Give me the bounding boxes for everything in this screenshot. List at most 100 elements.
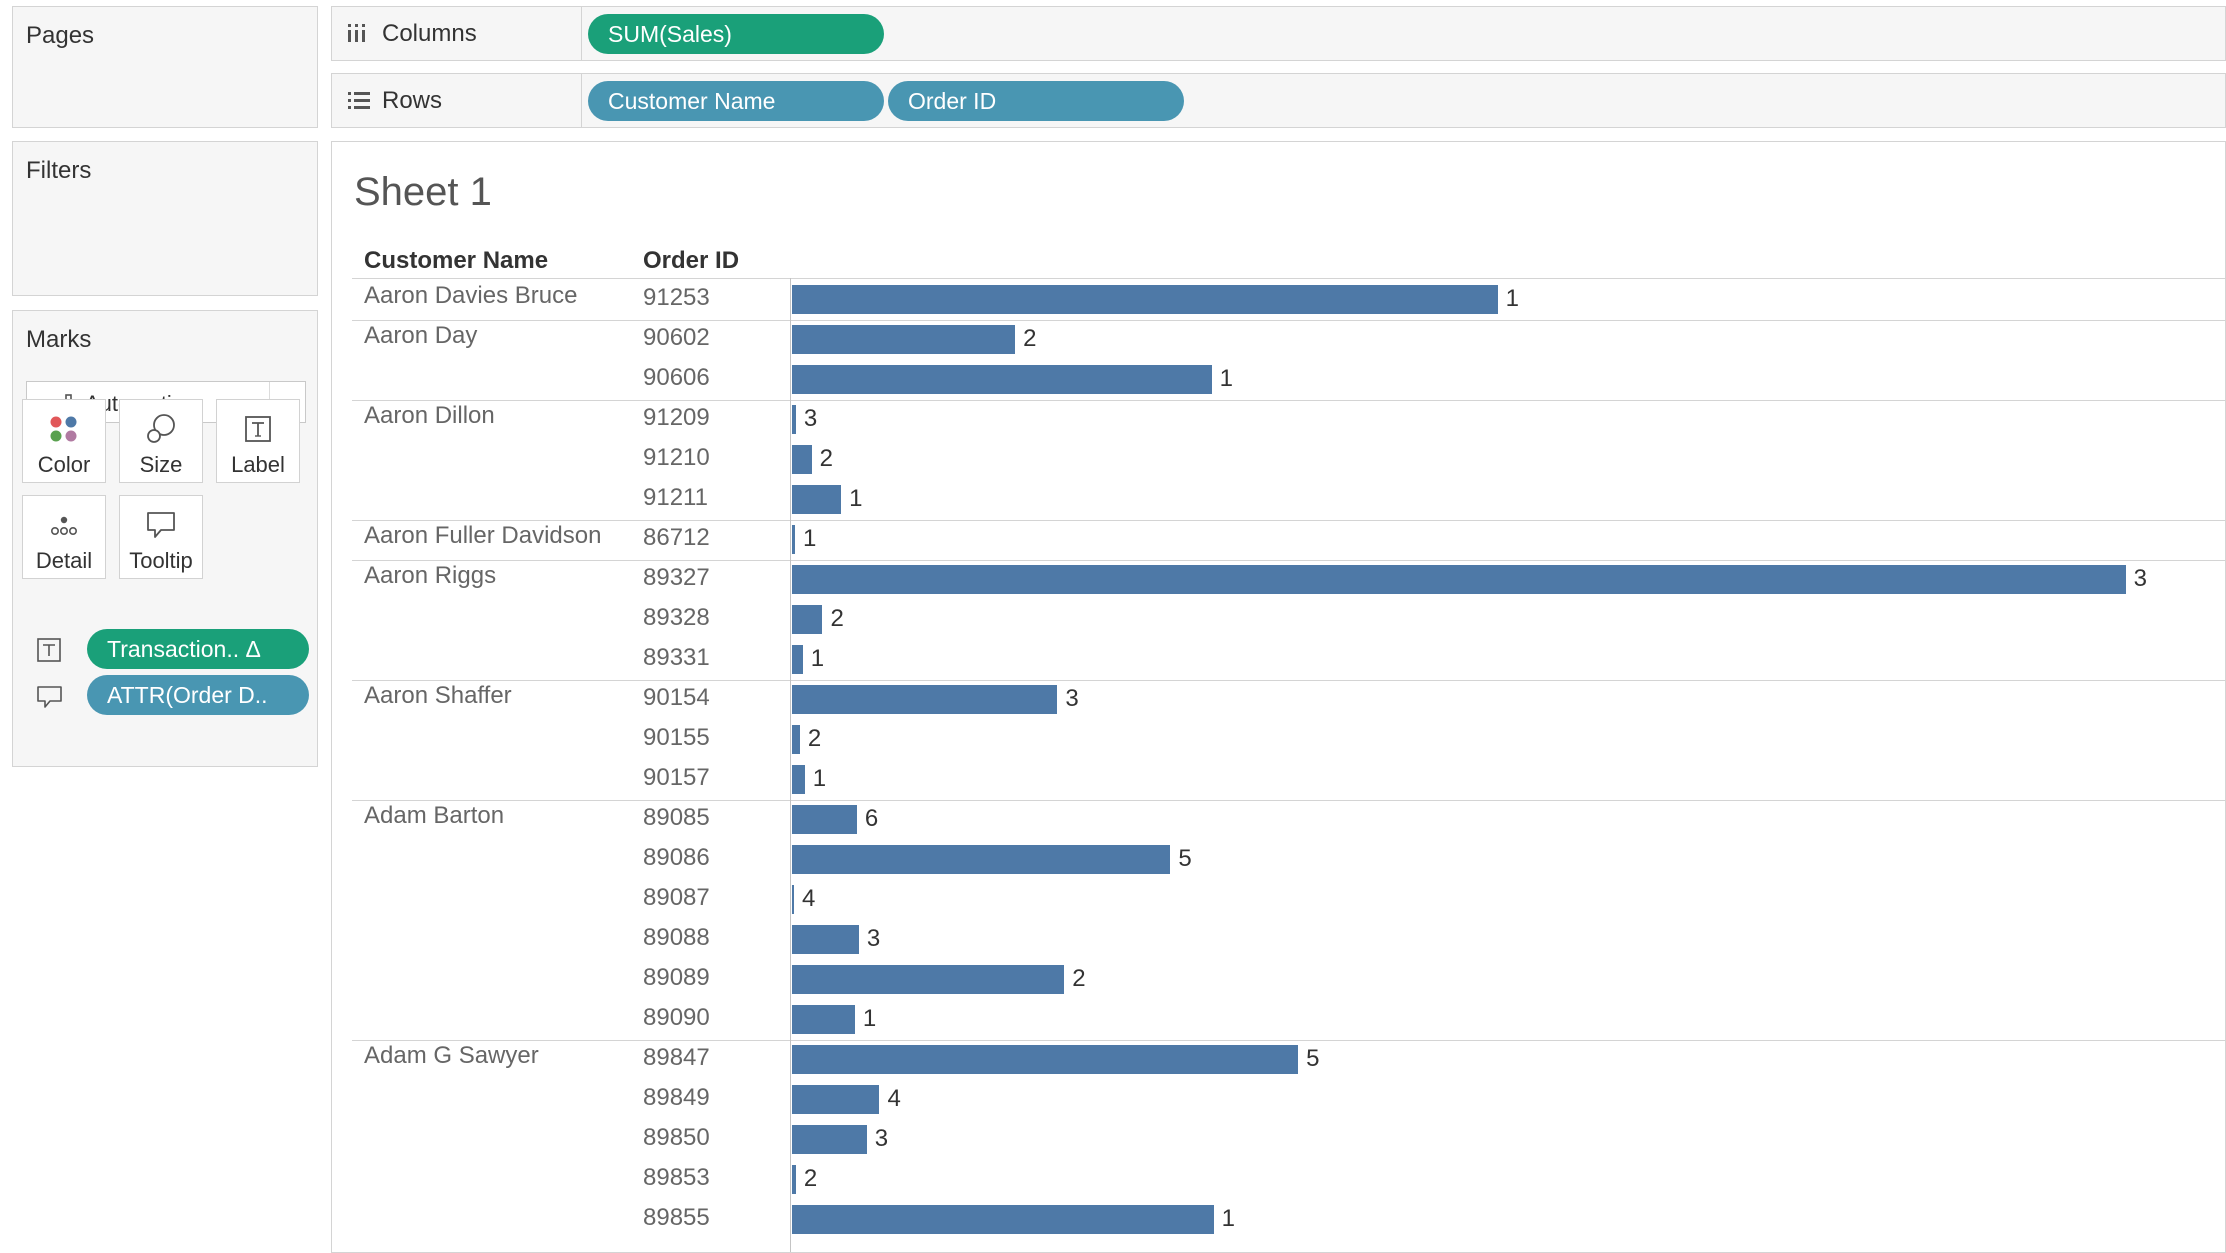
color-card[interactable]: Color (22, 399, 106, 483)
filters-panel[interactable]: Filters (12, 141, 318, 296)
order-id-cell[interactable]: 91210 (643, 444, 710, 471)
order-id-cell[interactable]: 89850 (643, 1124, 710, 1151)
order-id-cell[interactable]: 89849 (643, 1084, 710, 1111)
label-card-label: Label (231, 452, 285, 477)
order-id-cell[interactable]: 89090 (643, 1004, 710, 1031)
order-id-cell[interactable]: 89327 (643, 564, 710, 591)
bar-mark[interactable] (792, 645, 803, 674)
order-id-header[interactable]: Order ID (643, 247, 740, 274)
attr-order-date-pill[interactable]: ATTR(Order D.. (87, 675, 309, 715)
bar-mark[interactable] (792, 925, 859, 954)
label-card[interactable]: Label (216, 399, 300, 483)
tooltip-card-label: Tooltip (129, 548, 193, 573)
bar-mark[interactable] (792, 1045, 1299, 1074)
bar-data-label: 1 (1219, 365, 1233, 392)
bar-data-label: 1 (1221, 1205, 1235, 1232)
customer-name-cell[interactable]: Aaron Day (364, 322, 478, 349)
order-id-cell[interactable]: 90155 (643, 724, 710, 751)
order-id-cell[interactable]: 89086 (643, 844, 710, 871)
label-icon (217, 412, 299, 446)
group-separator (352, 520, 2225, 521)
customer-name-cell[interactable]: Aaron Dillon (364, 402, 495, 429)
order-id-cell[interactable]: 89847 (643, 1044, 710, 1071)
order-id-cell[interactable]: 91211 (643, 484, 708, 511)
bar-data-label: 4 (887, 1085, 901, 1112)
tooltip-icon (36, 683, 62, 709)
bar-mark[interactable] (792, 405, 796, 434)
order-id-cell[interactable]: 89087 (643, 884, 710, 911)
customer-name-cell[interactable]: Aaron Riggs (364, 562, 497, 589)
bar-mark[interactable] (792, 765, 805, 794)
bar-mark[interactable] (792, 685, 1058, 714)
bar-data-label: 3 (866, 925, 881, 952)
order-id-cell[interactable]: 89328 (643, 604, 710, 631)
order-id-cell[interactable]: 89855 (643, 1204, 710, 1231)
bar-mark[interactable] (792, 485, 842, 514)
marks-panel-title: Marks (26, 326, 92, 353)
bar-mark[interactable] (792, 1125, 867, 1154)
order-id-cell[interactable]: 90154 (643, 684, 710, 711)
bar-mark[interactable] (792, 1085, 880, 1114)
order-id-cell[interactable]: 90602 (643, 324, 710, 351)
group-separator (352, 400, 2225, 401)
detail-card[interactable]: Detail (22, 495, 106, 579)
customer-name-cell[interactable]: Adam G Sawyer (364, 1042, 539, 1069)
bar-data-label: 1 (802, 525, 817, 552)
customer-name-pill[interactable]: Customer Name (588, 81, 884, 121)
tooltip-card[interactable]: Tooltip (119, 495, 203, 579)
customer-name-cell[interactable]: Aaron Davies Bruce (364, 282, 578, 309)
order-id-cell[interactable]: 89331 (643, 644, 710, 671)
pages-panel-title: Pages (26, 22, 95, 49)
bar-mark[interactable] (792, 1165, 796, 1194)
group-separator (352, 800, 2225, 801)
bar-data-label: 1 (849, 485, 863, 512)
transaction-pill[interactable]: Transaction.. Δ (87, 629, 309, 669)
bar-mark[interactable] (792, 965, 1065, 994)
rows-icon (346, 88, 372, 117)
bar-mark[interactable] (792, 1205, 1214, 1234)
bar-mark[interactable] (792, 565, 2126, 594)
axis-line (790, 278, 791, 1252)
bar-mark[interactable] (792, 885, 794, 914)
order-id-cell[interactable]: 90606 (643, 364, 710, 391)
bar-data-label: 1 (1505, 285, 1519, 312)
bar-data-label: 5 (1306, 1045, 1320, 1072)
bar-chart: Aaron Davies Bruce 91253 1 Aaron Day 90602 2 9… (332, 142, 2225, 1252)
pages-panel[interactable]: Pages (12, 6, 318, 128)
bar-mark[interactable] (792, 1005, 855, 1034)
customer-name-cell[interactable]: Adam Barton (364, 802, 505, 829)
bar-mark[interactable] (792, 605, 823, 634)
customer-name-header[interactable]: Customer Name (364, 247, 549, 274)
bar-mark[interactable] (792, 285, 1498, 314)
sum-sales-pill[interactable]: SUM(Sales) (588, 14, 884, 54)
order-id-cell[interactable]: 90157 (643, 764, 710, 791)
order-id-cell[interactable]: 91209 (643, 404, 710, 431)
bar-mark[interactable] (792, 845, 1171, 874)
bar-data-label: 2 (1023, 325, 1037, 352)
bar-mark[interactable] (792, 725, 800, 754)
bar-mark[interactable] (792, 365, 1212, 394)
bar-data-label: 2 (819, 445, 833, 472)
bar-data-label: 6 (864, 805, 879, 832)
order-id-pill[interactable]: Order ID (888, 81, 1184, 121)
order-id-cell[interactable]: 89085 (643, 804, 710, 831)
bar-mark[interactable] (792, 325, 1016, 354)
group-separator (352, 1040, 2225, 1041)
order-id-cell[interactable]: 89089 (643, 964, 710, 991)
order-id-cell[interactable]: 86712 (643, 524, 710, 551)
bar-mark[interactable] (792, 805, 857, 834)
customer-name-cell[interactable]: Aaron Fuller Davidson (364, 522, 602, 549)
columns-shelf-label: Columns (382, 20, 477, 47)
customer-name-cell[interactable]: Aaron Shaffer (364, 682, 512, 709)
columns-shelf[interactable]: Columns SUM(Sales) (331, 6, 2226, 61)
order-id-cell[interactable]: 91253 (643, 284, 710, 311)
size-card[interactable]: Size (119, 399, 203, 483)
bar-data-label: 5 (1178, 845, 1192, 872)
bar-mark[interactable] (792, 525, 795, 554)
order-id-cell[interactable]: 89853 (643, 1164, 710, 1191)
filters-panel-title: Filters (26, 157, 92, 184)
order-id-cell[interactable]: 89088 (643, 924, 710, 951)
bar-mark[interactable] (792, 445, 812, 474)
rows-shelf-label: Rows (382, 87, 443, 114)
rows-shelf[interactable]: Rows Customer Name Order ID (331, 73, 2226, 128)
